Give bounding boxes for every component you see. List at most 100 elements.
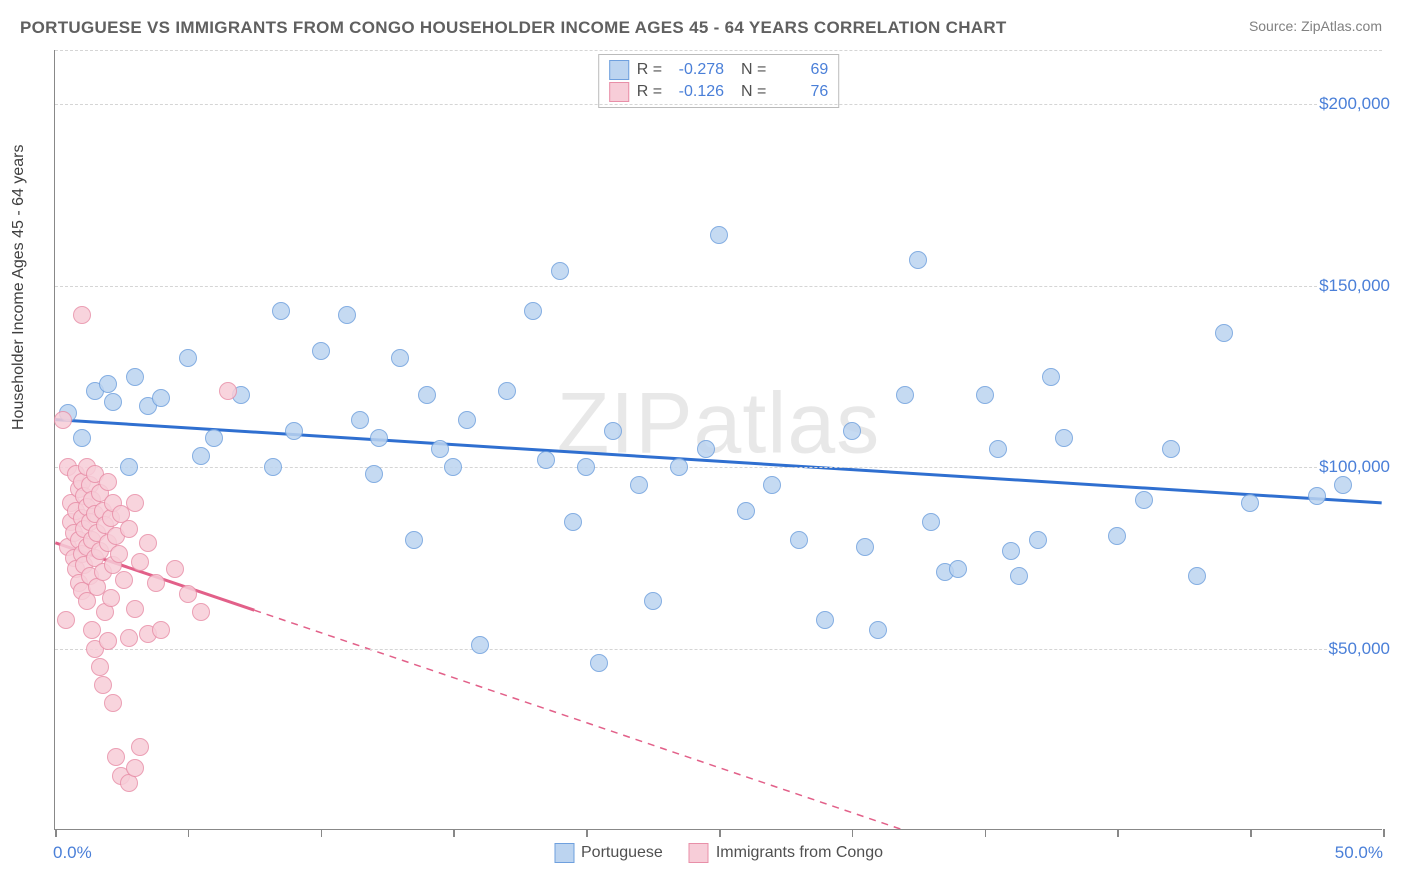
x-tick (1383, 829, 1385, 837)
legend-item-congo: Immigrants from Congo (689, 843, 883, 863)
chart-container: PORTUGUESE VS IMMIGRANTS FROM CONGO HOUS… (0, 0, 1406, 892)
data-point (99, 632, 117, 650)
data-point (949, 560, 967, 578)
data-point (338, 306, 356, 324)
x-tick (321, 829, 323, 837)
data-point (976, 386, 994, 404)
data-point (644, 592, 662, 610)
data-point (152, 389, 170, 407)
x-tick (586, 829, 588, 837)
stat-n-value: 76 (774, 83, 828, 101)
data-point (431, 440, 449, 458)
source-value: ZipAtlas.com (1301, 18, 1382, 34)
gridline (55, 649, 1382, 650)
x-tick-label: 0.0% (53, 843, 92, 863)
stat-r-value: -0.278 (670, 61, 724, 79)
data-point (577, 458, 595, 476)
data-point (205, 429, 223, 447)
data-point (444, 458, 462, 476)
x-tick (188, 829, 190, 837)
gridline (55, 50, 1382, 51)
data-point (166, 560, 184, 578)
data-point (139, 534, 157, 552)
data-point (498, 382, 516, 400)
data-point (126, 368, 144, 386)
plot-area: ZIPatlas R = -0.278 N = 69 R = -0.126 N … (54, 50, 1382, 830)
stat-n-label: N = (732, 83, 766, 101)
data-point (697, 440, 715, 458)
y-tick-label: $100,000 (1317, 457, 1392, 477)
data-point (1308, 487, 1326, 505)
data-point (869, 621, 887, 639)
correlation-legend-row: R = -0.126 N = 76 (609, 81, 829, 103)
x-tick (453, 829, 455, 837)
data-point (192, 603, 210, 621)
trend-lines-layer (55, 50, 1382, 829)
stat-n-label: N = (732, 61, 766, 79)
data-point (99, 375, 117, 393)
data-point (91, 658, 109, 676)
data-point (272, 302, 290, 320)
data-point (564, 513, 582, 531)
data-point (737, 502, 755, 520)
data-point (126, 759, 144, 777)
data-point (54, 411, 72, 429)
x-tick (985, 829, 987, 837)
legend-item-portuguese: Portuguese (554, 843, 663, 863)
stat-n-value: 69 (774, 61, 828, 79)
data-point (120, 629, 138, 647)
data-point (896, 386, 914, 404)
data-point (365, 465, 383, 483)
data-point (94, 676, 112, 694)
data-point (285, 422, 303, 440)
data-point (1162, 440, 1180, 458)
data-point (312, 342, 330, 360)
data-point (131, 738, 149, 756)
data-point (120, 520, 138, 538)
data-point (57, 611, 75, 629)
x-tick-label: 50.0% (1335, 843, 1383, 863)
y-tick-label: $150,000 (1317, 276, 1392, 296)
data-point (73, 306, 91, 324)
data-point (110, 545, 128, 563)
legend-label: Portuguese (581, 844, 663, 862)
data-point (102, 589, 120, 607)
data-point (524, 302, 542, 320)
data-point (763, 476, 781, 494)
data-point (537, 451, 555, 469)
series-legend: Portuguese Immigrants from Congo (546, 843, 891, 863)
x-tick (719, 829, 721, 837)
data-point (710, 226, 728, 244)
data-point (471, 636, 489, 654)
data-point (391, 349, 409, 367)
y-tick-label: $200,000 (1317, 94, 1392, 114)
data-point (1108, 527, 1126, 545)
data-point (551, 262, 569, 280)
data-point (1241, 494, 1259, 512)
y-tick-label: $50,000 (1327, 639, 1392, 659)
data-point (126, 600, 144, 618)
data-point (120, 458, 138, 476)
legend-label: Immigrants from Congo (716, 844, 883, 862)
x-tick (55, 829, 57, 837)
data-point (909, 251, 927, 269)
x-tick (1250, 829, 1252, 837)
data-point (179, 349, 197, 367)
data-point (1334, 476, 1352, 494)
data-point (843, 422, 861, 440)
stat-r-value: -0.126 (670, 83, 724, 101)
data-point (73, 429, 91, 447)
source-label: Source: (1249, 18, 1297, 34)
data-point (83, 621, 101, 639)
data-point (115, 571, 133, 589)
gridline (55, 467, 1382, 468)
data-point (107, 748, 125, 766)
data-point (131, 553, 149, 571)
source-attribution: Source: ZipAtlas.com (1249, 18, 1382, 34)
data-point (630, 476, 648, 494)
x-tick (852, 829, 854, 837)
chart-title: PORTUGUESE VS IMMIGRANTS FROM CONGO HOUS… (20, 18, 1007, 38)
gridline (55, 286, 1382, 287)
stat-r-label: R = (637, 61, 662, 79)
y-axis-label: Householder Income Ages 45 - 64 years (10, 145, 28, 431)
